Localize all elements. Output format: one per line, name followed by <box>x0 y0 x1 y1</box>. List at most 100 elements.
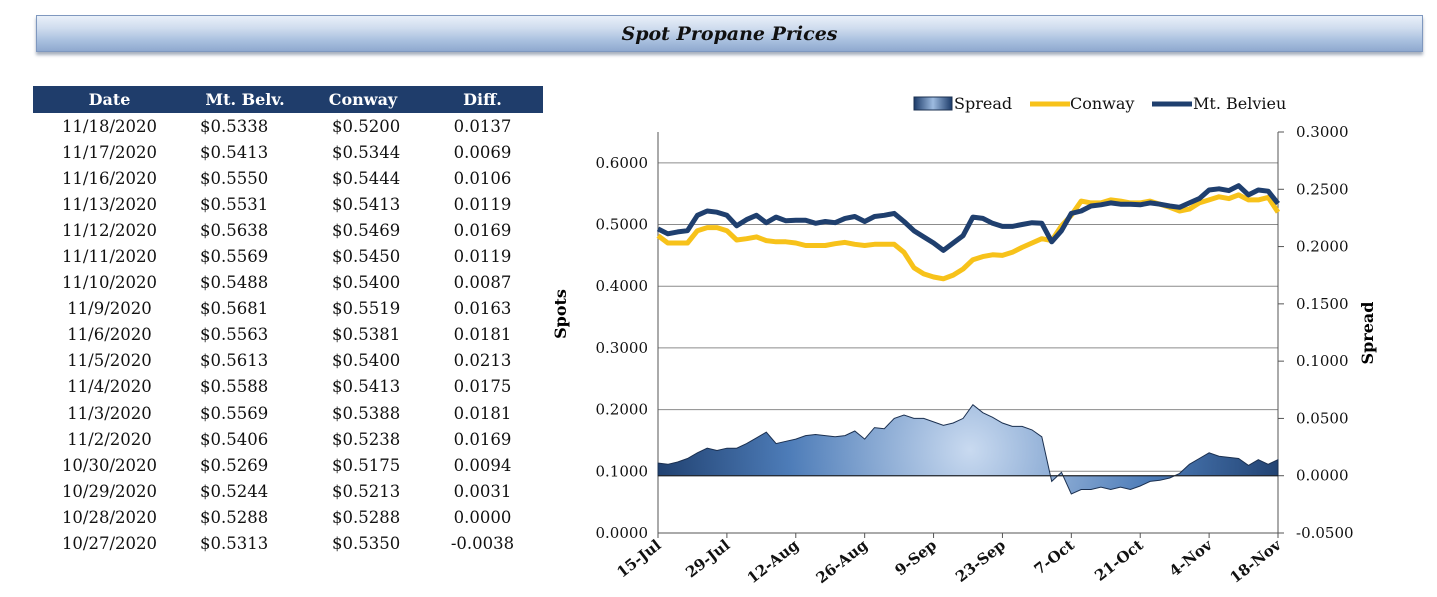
x-tick-label: 9-Sep <box>891 536 940 579</box>
cell-date: 11/9/2020 <box>67 299 152 319</box>
table-row: 11/13/2020 $0.5531 $0.5413 0.0119 <box>33 191 543 217</box>
cell-date: 11/11/2020 <box>61 247 158 267</box>
legend-conway-label: Conway <box>1070 94 1134 113</box>
x-tick-label: 18-Nov <box>1226 535 1285 587</box>
cell-conway: $0.5344 <box>332 142 401 162</box>
cell-conway: $0.5400 <box>332 351 401 371</box>
cell-mt-belv: $0.5681 <box>200 299 269 319</box>
cell-date: 11/10/2020 <box>61 273 158 293</box>
cell-conway: $0.5469 <box>332 220 401 240</box>
y-tick-label: 0.0000 <box>596 524 649 542</box>
cell-date: 11/6/2020 <box>67 325 152 345</box>
cell-diff: 0.0213 <box>453 351 512 371</box>
page-title: Spot Propane Prices <box>621 22 838 45</box>
cell-mt-belv: $0.5550 <box>200 168 269 188</box>
table-row: 11/5/2020 $0.5613 $0.5400 0.0213 <box>33 348 543 374</box>
cell-diff: 0.0031 <box>453 481 512 501</box>
cell-conway: $0.5381 <box>332 325 401 345</box>
cell-diff: 0.0000 <box>453 507 512 527</box>
cell-mt-belv: $0.5269 <box>200 455 269 475</box>
cell-mt-belv: $0.5638 <box>200 220 269 240</box>
x-tick-label: 23-Sep <box>952 536 1009 586</box>
column-header-conway: Conway <box>304 86 422 113</box>
x-tick-label: 29-Jul <box>682 536 733 582</box>
table-body: 11/18/2020 $0.5338 $0.5200 0.0137 11/17/2020… <box>33 113 543 557</box>
cell-conway: $0.5444 <box>332 168 401 188</box>
x-tick-label: 7-Oct <box>1031 536 1078 578</box>
cell-date: 11/12/2020 <box>61 220 158 240</box>
series-mt-belvieu-line <box>656 183 1280 253</box>
page-title-banner: Spot Propane Prices <box>36 15 1423 52</box>
cell-mt-belv: $0.5531 <box>200 194 269 214</box>
x-tick-label: 15-Jul <box>613 536 664 582</box>
table-row: 10/30/2020 $0.5269 $0.5175 0.0094 <box>33 452 543 478</box>
cell-diff: 0.0087 <box>453 273 512 293</box>
cell-date: 11/3/2020 <box>67 403 152 423</box>
cell-diff: 0.0175 <box>453 377 512 397</box>
prices-table: Date Mt. Belv. Conway Diff. 11/18/2020 $0… <box>33 86 543 557</box>
table-row: 11/12/2020 $0.5638 $0.5469 0.0169 <box>33 217 543 243</box>
legend-spread-swatch <box>913 96 953 111</box>
table-row: 11/2/2020 $0.5406 $0.5238 0.0169 <box>33 426 543 452</box>
cell-diff: 0.0169 <box>453 429 512 449</box>
y2-tick-label: 0.2000 <box>1296 238 1349 256</box>
cell-conway: $0.5400 <box>332 273 401 293</box>
cell-conway: $0.5238 <box>332 429 401 449</box>
cell-mt-belv: $0.5413 <box>200 142 269 162</box>
cell-conway: $0.5213 <box>332 481 401 501</box>
table-row: 10/28/2020 $0.5288 $0.5288 0.0000 <box>33 504 543 530</box>
cell-mt-belv: $0.5288 <box>200 507 269 527</box>
table-row: 11/16/2020 $0.5550 $0.5444 0.0106 <box>33 165 543 191</box>
cell-conway: $0.5175 <box>332 455 401 475</box>
column-header-diff: Diff. <box>422 86 543 113</box>
y2-tick-label: 0.0000 <box>1296 467 1349 485</box>
cell-date: 11/5/2020 <box>67 351 152 371</box>
cell-date: 11/4/2020 <box>67 377 152 397</box>
cell-diff: 0.0094 <box>453 455 512 475</box>
table-row: 11/18/2020 $0.5338 $0.5200 0.0137 <box>33 113 543 139</box>
legend-spread-label: Spread <box>954 94 1012 113</box>
y-tick-label: 0.1000 <box>596 462 649 480</box>
table-row: 10/29/2020 $0.5244 $0.5213 0.0031 <box>33 478 543 504</box>
cell-date: 11/2/2020 <box>67 429 152 449</box>
y2-tick-label: 0.3000 <box>1296 123 1349 141</box>
table-header-row: Date Mt. Belv. Conway Diff. <box>33 86 543 113</box>
cell-date: 11/18/2020 <box>61 116 158 136</box>
cell-diff: 0.0163 <box>453 299 512 319</box>
cell-diff: 0.0181 <box>453 325 512 345</box>
y-axis-label: Spots <box>551 289 570 339</box>
cell-date: 11/13/2020 <box>61 194 158 214</box>
table-row: 11/17/2020 $0.5413 $0.5344 0.0069 <box>33 139 543 165</box>
cell-conway: $0.5450 <box>332 247 401 267</box>
table-row: 11/3/2020 $0.5569 $0.5388 0.0181 <box>33 400 543 426</box>
x-tick-label: 21-Oct <box>1091 536 1146 585</box>
cell-conway: $0.5288 <box>332 507 401 527</box>
cell-diff: 0.0137 <box>453 116 512 136</box>
cell-diff: 0.0106 <box>453 168 512 188</box>
spot-propane-chart: 0.0000 0.1000 0.2000 0.3000 0.4000 0.5000 0.60… <box>551 94 1377 588</box>
cell-date: 10/27/2020 <box>61 534 158 554</box>
column-header-mt-belv: Mt. Belv. <box>186 86 304 113</box>
cell-date: 10/29/2020 <box>61 481 158 501</box>
cell-mt-belv: $0.5588 <box>200 377 269 397</box>
cell-date: 10/28/2020 <box>61 507 158 527</box>
y-tick-label: 0.2000 <box>596 401 649 419</box>
cell-diff: 0.0069 <box>453 142 512 162</box>
cell-date: 11/17/2020 <box>61 142 158 162</box>
cell-mt-belv: $0.5313 <box>200 534 269 554</box>
x-tick-label: 4-Nov <box>1166 535 1217 580</box>
y2-tick-label: 0.1500 <box>1296 295 1349 313</box>
cell-mt-belv: $0.5563 <box>200 325 269 345</box>
cell-mt-belv: $0.5338 <box>200 116 269 136</box>
cell-mt-belv: $0.5244 <box>200 481 269 501</box>
cell-diff: 0.0169 <box>453 220 512 240</box>
x-tick-label: 12-Aug <box>744 536 803 588</box>
y-tick-label: 0.6000 <box>596 154 649 172</box>
y2-tick-label: 0.2500 <box>1296 180 1349 198</box>
table-row: 11/9/2020 $0.5681 $0.5519 0.0163 <box>33 296 543 322</box>
series-spread-area <box>657 403 1279 495</box>
y-tick-label: 0.4000 <box>596 277 649 295</box>
cell-date: 10/30/2020 <box>61 455 158 475</box>
y2-tick-label: -0.0500 <box>1296 524 1354 542</box>
cell-diff: -0.0038 <box>450 534 515 554</box>
